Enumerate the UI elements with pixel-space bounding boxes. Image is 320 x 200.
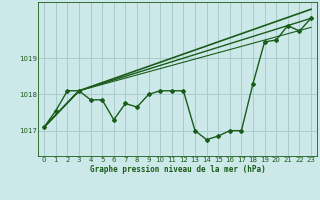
X-axis label: Graphe pression niveau de la mer (hPa): Graphe pression niveau de la mer (hPa)	[90, 165, 266, 174]
